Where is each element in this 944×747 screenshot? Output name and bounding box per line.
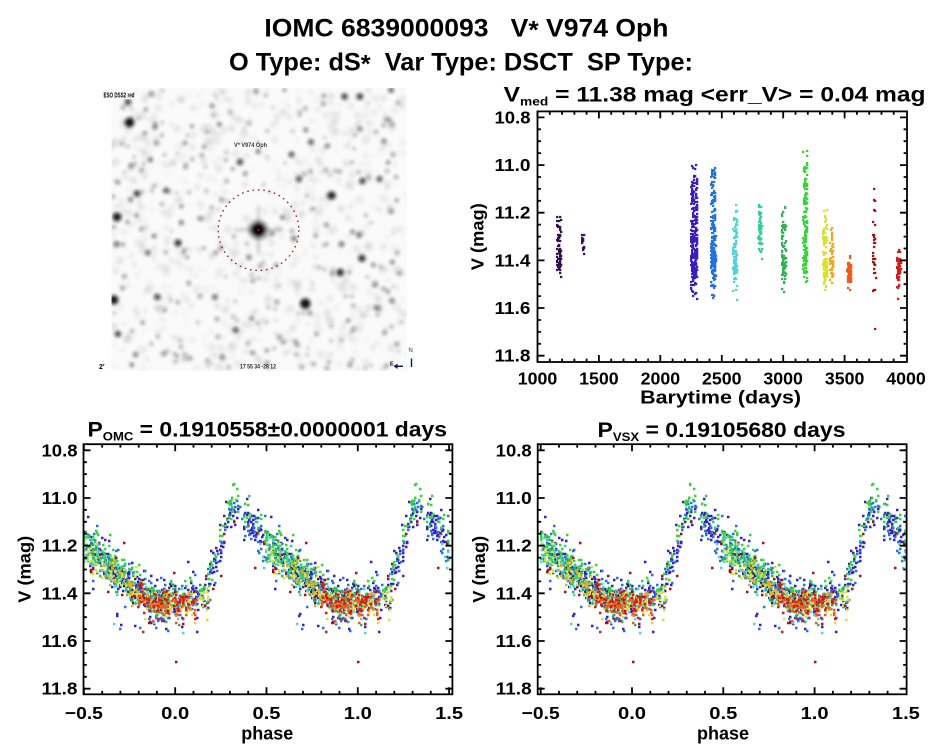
svg-text:N: N — [409, 348, 413, 354]
svg-text:POMC = 0.1910558±0.0000001 day: POMC = 0.1910558±0.0000001 days — [88, 418, 448, 443]
svg-text:O Type: dS* Var Type: DSCT S: O Type: dS* Var Type: DSCT SP Type: — [229, 49, 693, 79]
svg-text:2′: 2′ — [99, 364, 105, 371]
svg-text:3500: 3500 — [825, 368, 865, 388]
svg-text:2500: 2500 — [702, 368, 742, 388]
svg-text:1000: 1000 — [518, 368, 558, 388]
svg-text:1.0: 1.0 — [344, 703, 372, 723]
svg-text:11.6: 11.6 — [496, 631, 532, 651]
svg-text:10.8: 10.8 — [496, 440, 532, 460]
svg-text:V (mag): V (mag) — [469, 536, 489, 603]
svg-text:10.8: 10.8 — [495, 107, 531, 127]
svg-text:11.4: 11.4 — [495, 250, 531, 270]
svg-text:0.0: 0.0 — [161, 703, 189, 723]
svg-text:11.0: 11.0 — [495, 155, 531, 175]
svg-text:10.8: 10.8 — [42, 440, 78, 460]
svg-text:11.2: 11.2 — [495, 203, 531, 223]
svg-text:2000: 2000 — [641, 368, 681, 388]
svg-text:11.2: 11.2 — [42, 536, 78, 556]
svg-text:1.0: 1.0 — [801, 703, 829, 723]
svg-text:11.8: 11.8 — [495, 346, 531, 366]
svg-text:11.0: 11.0 — [42, 488, 78, 508]
svg-text:4000: 4000 — [886, 368, 926, 388]
svg-text:−0.5: −0.5 — [65, 703, 103, 723]
svg-text:V* V974 Oph: V* V974 Oph — [234, 143, 267, 149]
svg-text:1500: 1500 — [579, 368, 619, 388]
svg-text:phase: phase — [697, 724, 749, 744]
svg-text:0.5: 0.5 — [709, 703, 737, 723]
svg-text:Barytime (days): Barytime (days) — [640, 388, 801, 408]
svg-text:PVSX = 0.19105680 days: PVSX = 0.19105680 days — [598, 419, 846, 444]
svg-text:V (mag): V (mag) — [468, 203, 488, 270]
svg-text:1.5: 1.5 — [892, 703, 920, 723]
svg-text:phase: phase — [241, 724, 293, 744]
svg-text:11.0: 11.0 — [496, 488, 532, 508]
svg-text:11.8: 11.8 — [42, 679, 78, 699]
svg-text:0.0: 0.0 — [618, 703, 646, 723]
svg-text:3000: 3000 — [763, 368, 803, 388]
svg-text:11.4: 11.4 — [496, 583, 532, 603]
svg-text:11.6: 11.6 — [495, 298, 531, 318]
svg-text:IOMC 6839000093 V* V974 Oph: IOMC 6839000093 V * V974 Oph — [264, 15, 668, 45]
svg-text:11.4: 11.4 — [42, 583, 78, 603]
svg-text:0.5: 0.5 — [253, 703, 281, 723]
svg-text:11.6: 11.6 — [42, 631, 78, 651]
svg-text:ESO DSS2 red: ESO DSS2 red — [104, 91, 135, 100]
svg-text:1.5: 1.5 — [435, 703, 463, 723]
svg-text:E: E — [390, 362, 394, 368]
svg-text:−0.5: −0.5 — [522, 703, 560, 723]
svg-text:17 55 34 -28 12: 17 55 34 -28 12 — [240, 365, 277, 371]
svg-text:11.8: 11.8 — [496, 679, 532, 699]
svg-text:11.2: 11.2 — [496, 536, 532, 556]
svg-text:V (mag): V (mag) — [15, 536, 35, 603]
